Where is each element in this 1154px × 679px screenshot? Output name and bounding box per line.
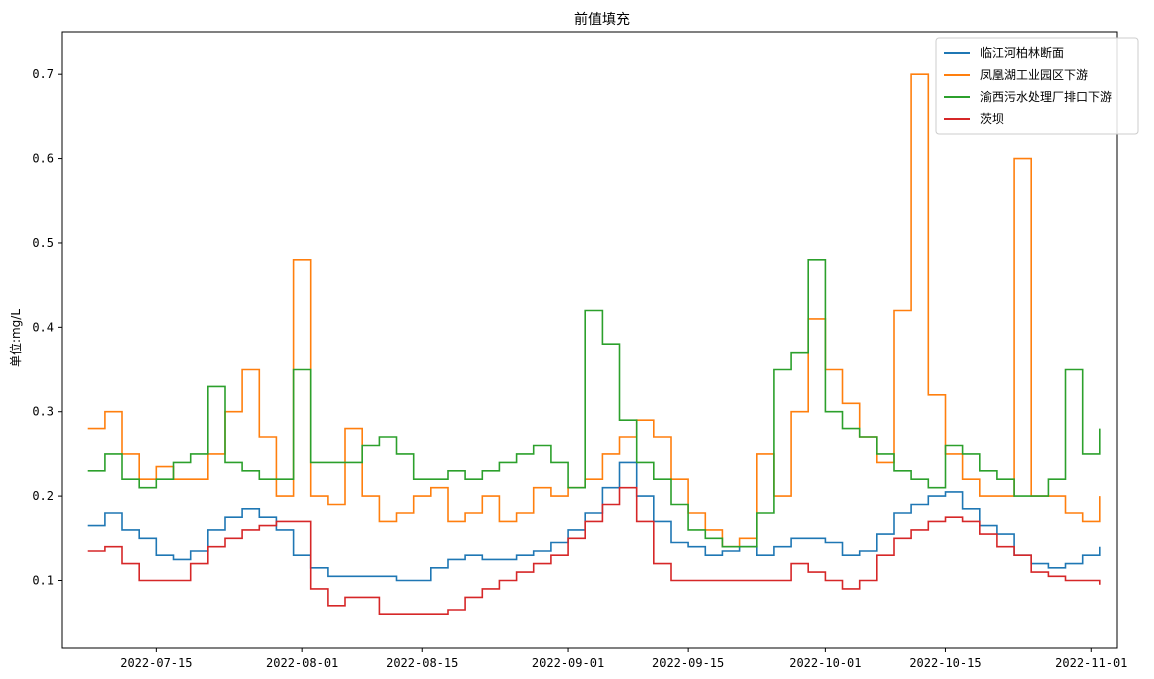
axes-frame (61, 31, 1118, 649)
y-tick-label-4: 0.4 (32, 320, 54, 334)
legend-label-4: 茨坝 (980, 112, 1004, 126)
y-tick-label-7: 0.7 (32, 67, 54, 81)
y-tick-label-6: 0.6 (32, 152, 54, 166)
y-tick-label-2: 0.2 (32, 489, 54, 503)
chart-title: 前值填充 (574, 11, 630, 28)
x-tick-label-6: 2022-10-01 (789, 656, 861, 670)
x-tick-label-2: 2022-08-01 (266, 656, 338, 670)
x-tick-label-3: 2022-08-15 (386, 656, 458, 670)
x-tick-label-1: 2022-07-15 (120, 656, 192, 670)
series-line-3 (87, 259, 1101, 548)
x-tick-label-8: 2022-11-01 (1055, 656, 1127, 670)
y-tick-label-1: 0.1 (32, 573, 54, 587)
y-tick-label-5: 0.5 (32, 236, 54, 250)
x-tick-label-4: 2022-09-01 (532, 656, 604, 670)
legend-label-2: 凤凰湖工业园区下游 (980, 67, 1088, 82)
x-tick-label-7: 2022-10-15 (909, 656, 981, 670)
legend-label-3: 渝西污水处理厂排口下游 (980, 89, 1112, 104)
legend-label-1: 临江河柏林断面 (980, 45, 1064, 60)
plot-area (87, 73, 1101, 615)
y-axis-label: 单位:mg/L (8, 309, 23, 367)
legend-box (935, 37, 1139, 135)
series-line-2 (87, 73, 1101, 548)
y-tick-label-3: 0.3 (32, 405, 54, 419)
x-tick-label-5: 2022-09-15 (652, 656, 724, 670)
series-line-4 (87, 486, 1101, 615)
axes: 2022-07-15 2022-08-01 2022-08-15 2022-09-01… (32, 31, 1127, 670)
